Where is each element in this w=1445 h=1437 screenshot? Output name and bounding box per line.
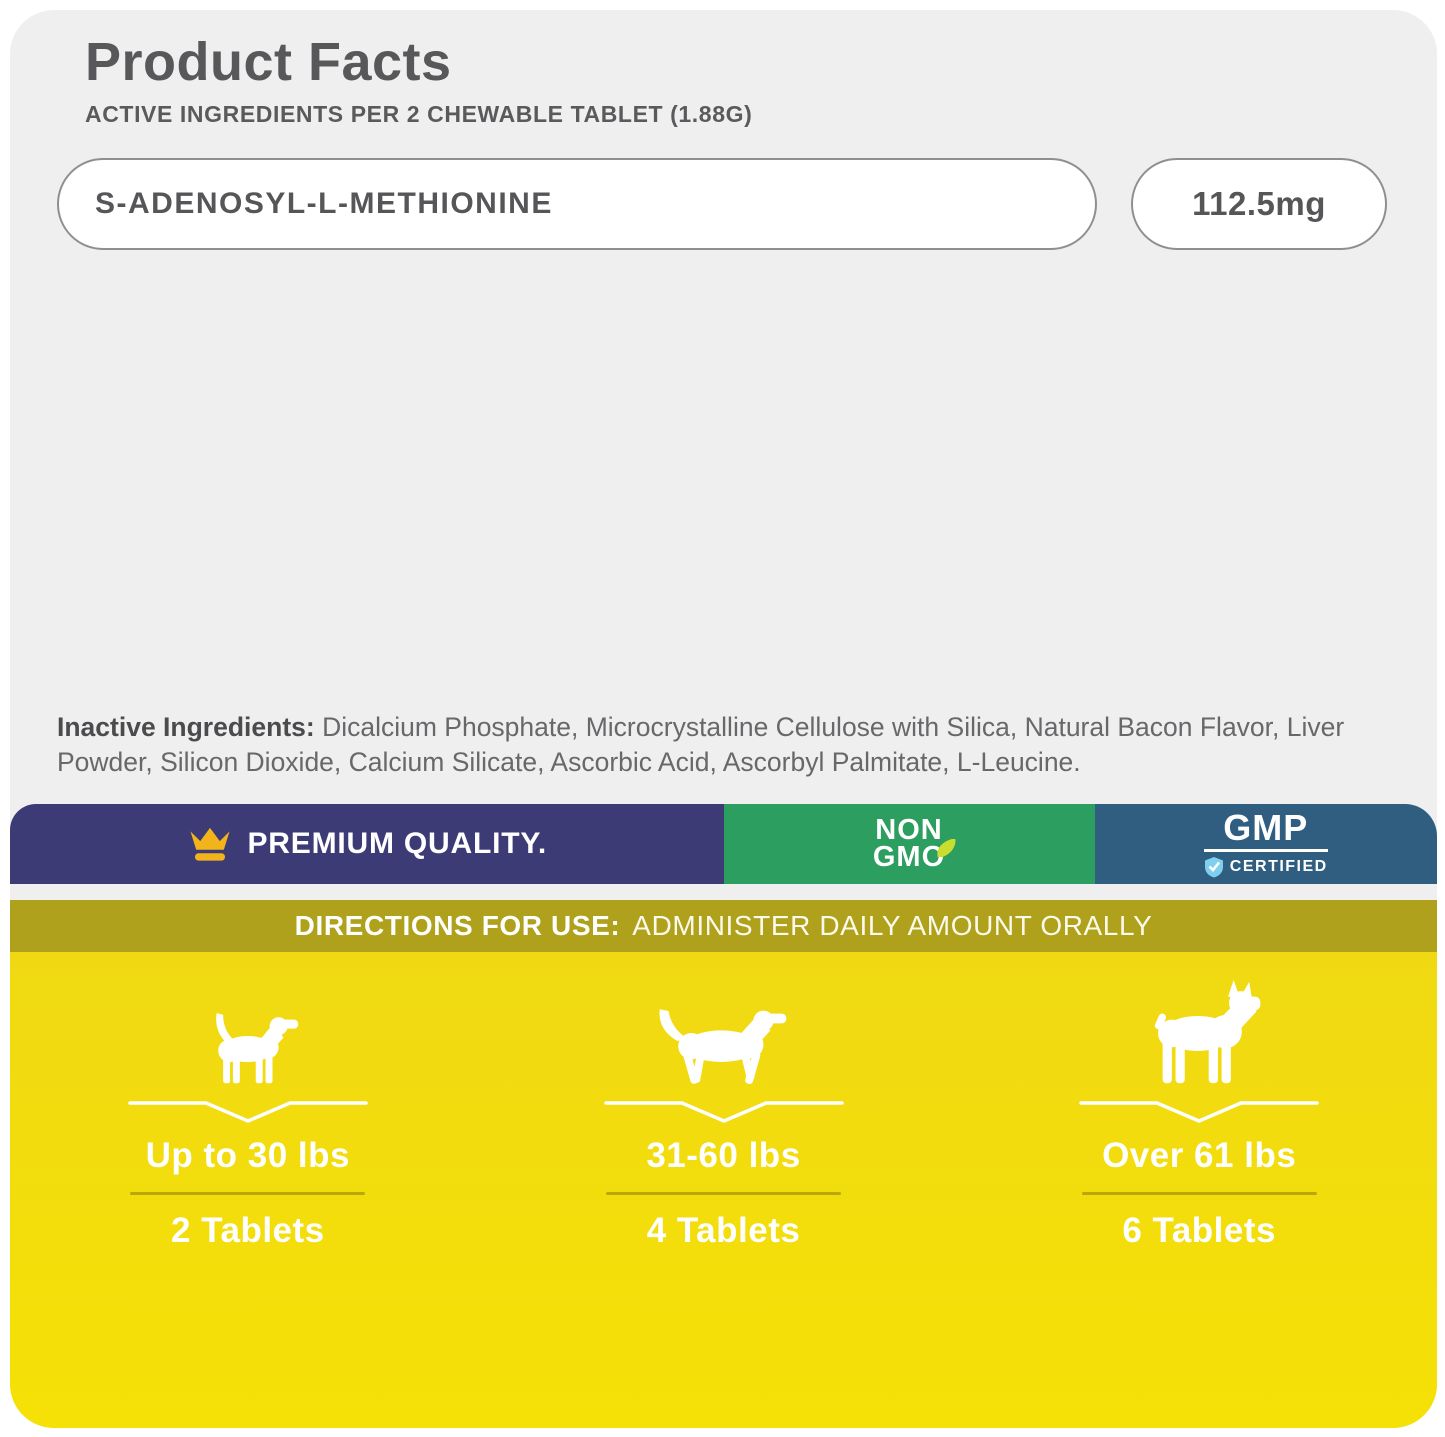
tablets-label: 2 Tablets <box>171 1210 325 1250</box>
product-facts-card: Product Facts ACTIVE INGREDIENTS PER 2 C… <box>10 10 1437 1428</box>
ingredient-name: S-ADENOSYL-L-METHIONINE <box>95 186 553 220</box>
tablets-label: 4 Tablets <box>646 1210 801 1250</box>
empty-space <box>10 250 1437 710</box>
divider-line <box>130 1191 366 1195</box>
non-gmo-badge: NON GMO <box>723 803 1095 884</box>
divider-line <box>606 1191 841 1195</box>
dosage-column-large: Over 61 lbs 6 Tablets <box>961 968 1437 1428</box>
weight-label: Over 61 lbs <box>1102 1135 1297 1175</box>
premium-quality-label: PREMIUM QUALITY. <box>247 826 547 860</box>
active-ingredient-row: S-ADENOSYL-L-METHIONINE 112.5mg <box>57 157 1387 250</box>
medium-dog-icon <box>651 968 796 1086</box>
ingredient-amount: 112.5mg <box>1192 184 1326 222</box>
active-ingredients-subtitle: ACTIVE INGREDIENTS PER 2 CHEWABLE TABLET… <box>85 100 753 127</box>
divider-line <box>1081 1191 1317 1195</box>
tablets-label: 6 Tablets <box>1122 1210 1276 1250</box>
page-title: Product Facts <box>85 32 452 92</box>
gmp-logo: GMP CERTIFIED <box>1203 806 1328 878</box>
non-gmo-line1: NON <box>875 814 943 847</box>
small-dog-icon <box>197 968 299 1086</box>
chevron-divider <box>603 1101 844 1123</box>
gmp-certified-row: CERTIFIED <box>1203 848 1328 878</box>
crown-icon <box>189 827 230 861</box>
gmp-title: GMP <box>1223 806 1309 848</box>
inactive-ingredients: Inactive Ingredients: Dicalcium Phosphat… <box>57 710 1387 780</box>
inactive-ingredients-label: Inactive Ingredients: <box>57 711 315 742</box>
premium-quality-badge: PREMIUM QUALITY. <box>10 803 724 884</box>
gmp-certified-label: CERTIFIED <box>1229 857 1328 875</box>
directions-bar: DIRECTIONS FOR USE: ADMINISTER DAILY AMO… <box>10 899 1437 952</box>
leaf-icon <box>937 839 956 858</box>
dosage-column-small: Up to 30 lbs 2 Tablets <box>10 968 486 1428</box>
chevron-divider <box>128 1101 368 1123</box>
badges-directions-gap <box>10 884 1437 900</box>
dosage-column-medium: 31-60 lbs 4 Tablets <box>486 968 962 1428</box>
ingredient-name-pill: S-ADENOSYL-L-METHIONINE <box>57 157 1097 250</box>
non-gmo-line2: GMO <box>872 840 946 873</box>
weight-label: Up to 30 lbs <box>145 1135 351 1175</box>
non-gmo-logo: NON GMO <box>872 814 956 873</box>
directions-label: DIRECTIONS FOR USE: <box>294 909 621 941</box>
large-dog-icon <box>1135 968 1264 1086</box>
header: Product Facts ACTIVE INGREDIENTS PER 2 C… <box>85 34 1392 128</box>
directions-text: ADMINISTER DAILY AMOUNT ORALLY <box>632 909 1153 941</box>
chevron-divider <box>1079 1101 1319 1123</box>
certification-badges-row: PREMIUM QUALITY. NON GMO GMP CERTIFIE <box>10 803 1437 884</box>
ingredient-amount-pill: 112.5mg <box>1131 157 1387 250</box>
dosage-section: Up to 30 lbs 2 Tablets <box>10 951 1437 1428</box>
shield-check-icon <box>1204 856 1223 878</box>
weight-label: 31-60 lbs <box>646 1135 801 1175</box>
gmp-badge: GMP CERTIFIED <box>1094 803 1437 884</box>
inactive-ingredients-text: Dicalcium Phosphate, Microcrystalline Ce… <box>57 711 1345 777</box>
